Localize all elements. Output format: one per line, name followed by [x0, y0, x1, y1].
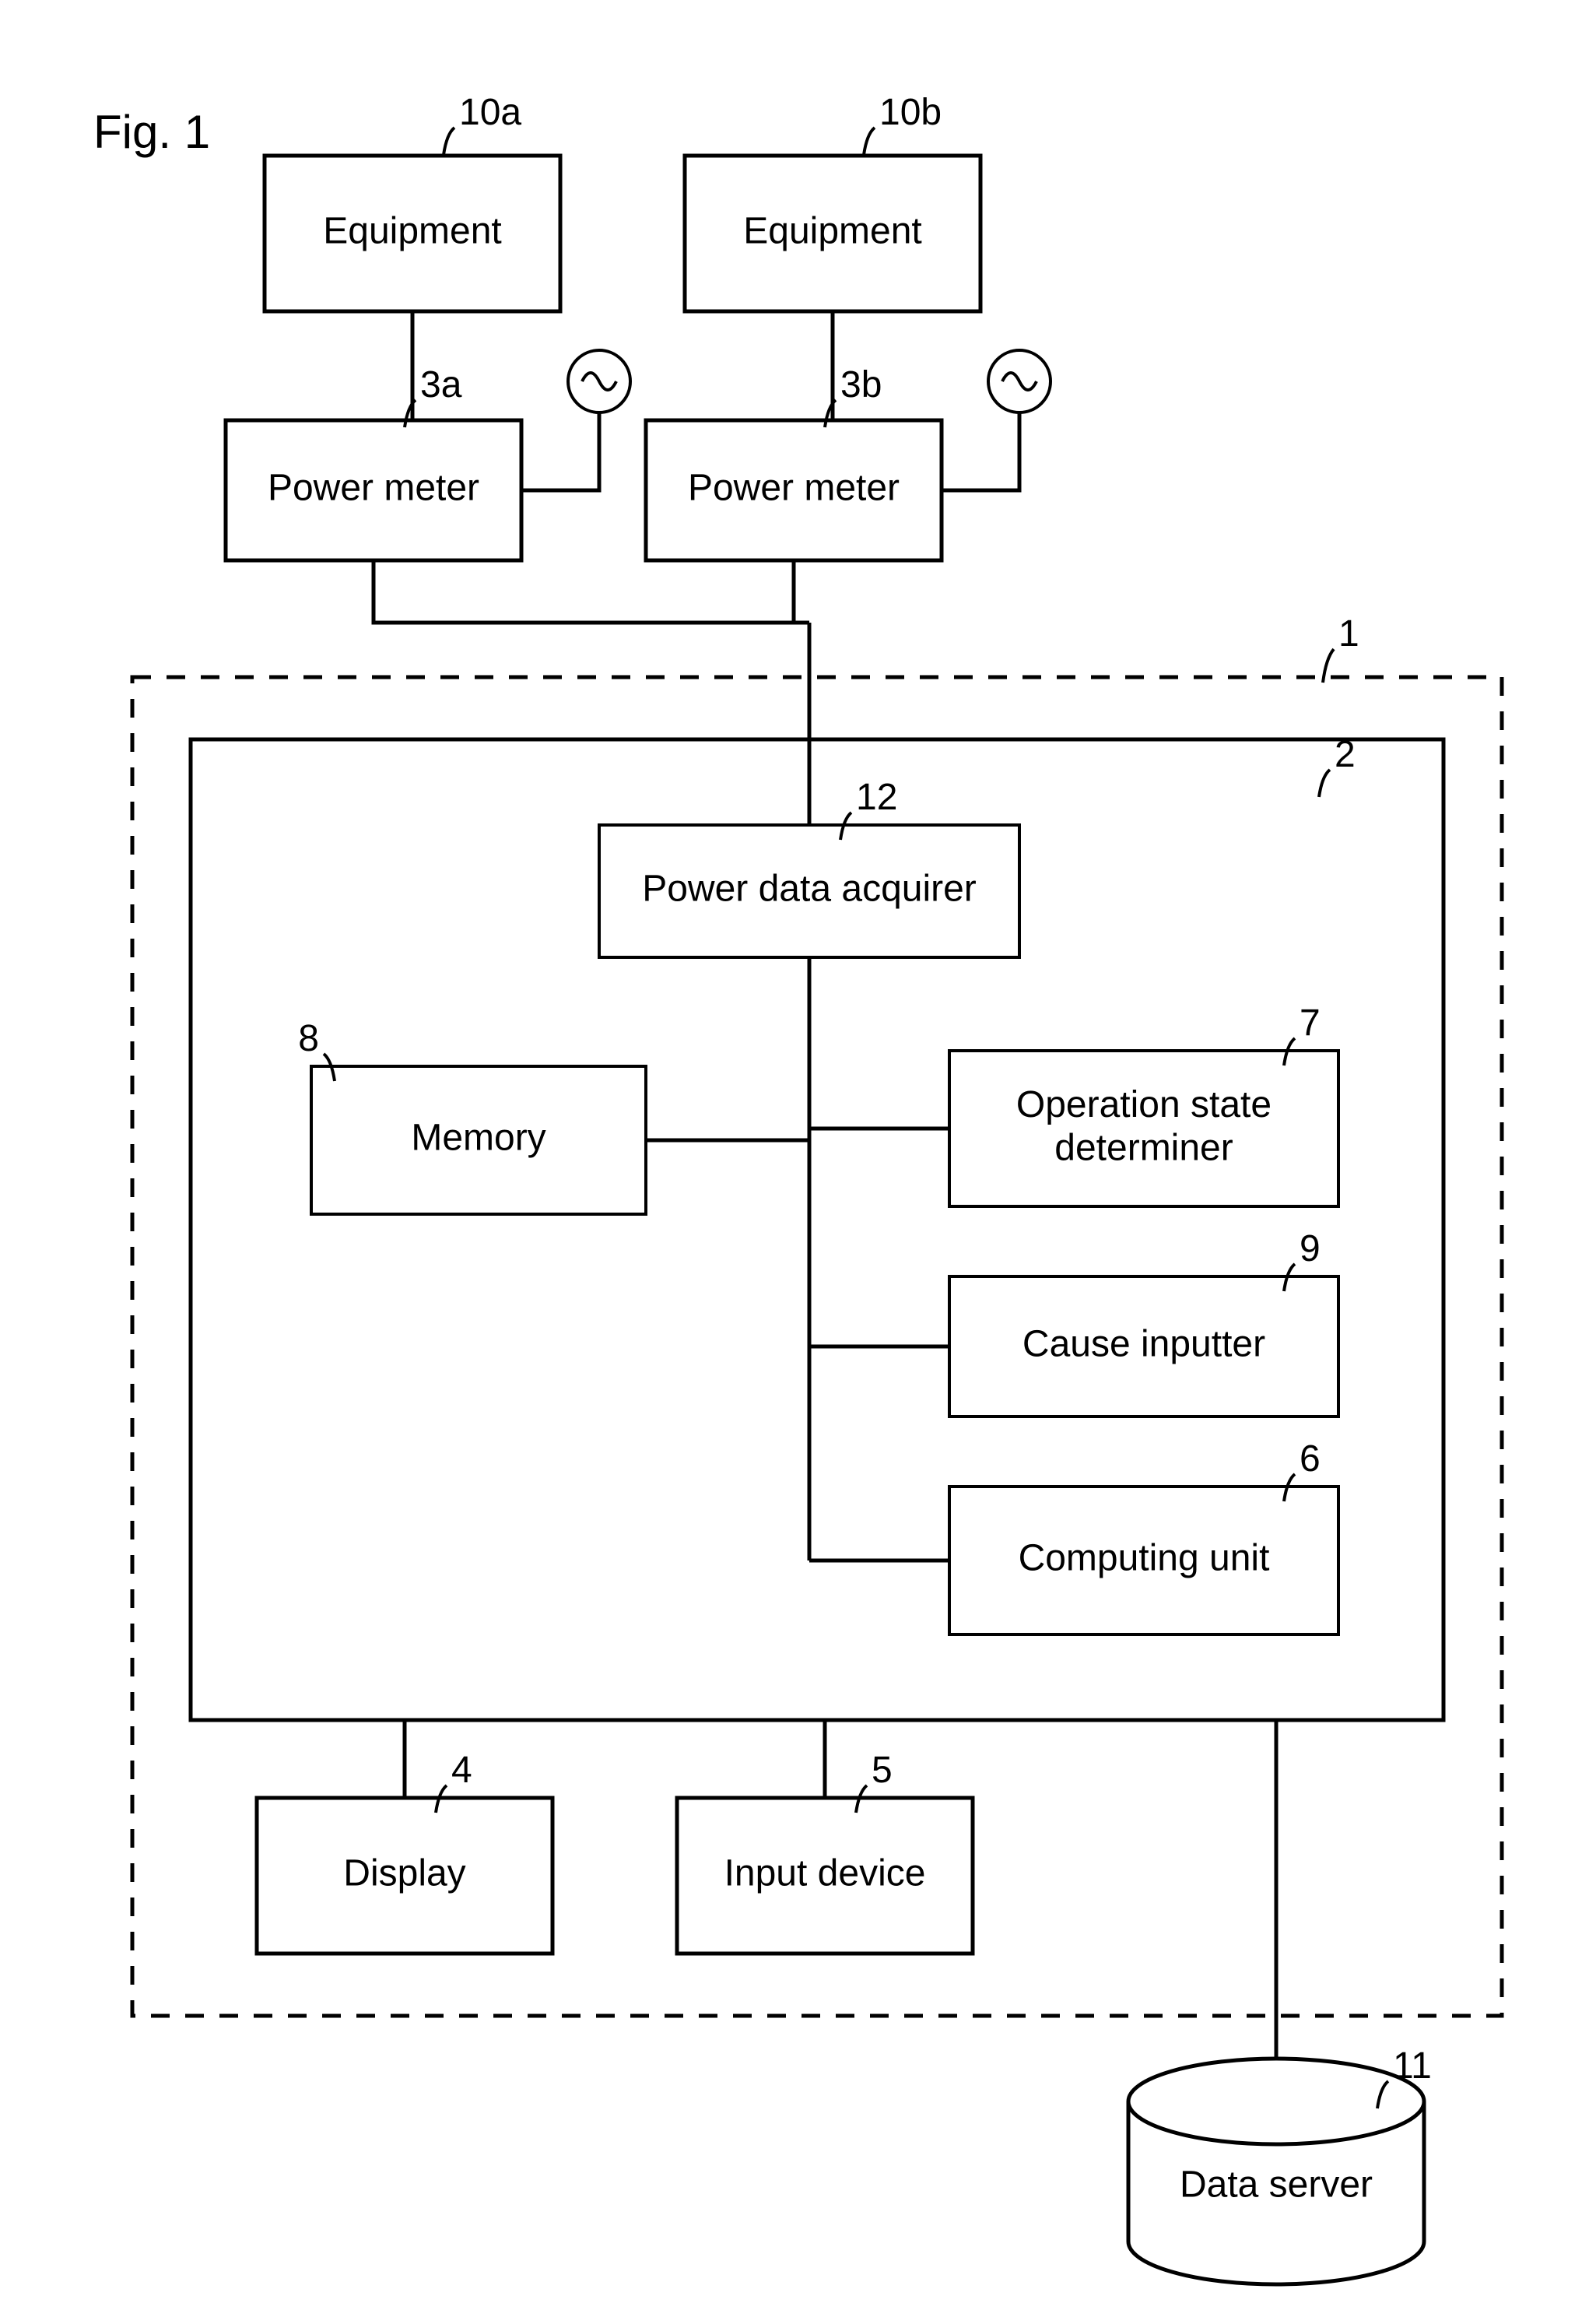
svg-text:determiner: determiner: [1054, 1127, 1233, 1168]
svg-text:Memory: Memory: [411, 1118, 545, 1159]
data-server-label: Data server: [1180, 2164, 1373, 2206]
svg-text:Cause inputter: Cause inputter: [1022, 1324, 1265, 1365]
ref-label-12: 12: [856, 777, 897, 818]
ref-label-9: 9: [1300, 1228, 1321, 1269]
ref-label-5: 5: [872, 1750, 893, 1791]
ref-label-4: 4: [451, 1750, 472, 1791]
svg-text:Operation state: Operation state: [1016, 1084, 1272, 1125]
svg-text:Power data acquirer: Power data acquirer: [642, 869, 977, 910]
ref-label-6: 6: [1300, 1438, 1321, 1480]
ref-label-10b: 10b: [879, 92, 942, 133]
svg-text:Power meter: Power meter: [688, 468, 900, 509]
svg-text:Power meter: Power meter: [268, 468, 479, 509]
svg-text:Computing unit: Computing unit: [1019, 1538, 1270, 1579]
ac-source-icon: [568, 350, 630, 413]
ref-label-10a: 10a: [459, 92, 521, 133]
ref-label-1: 1: [1338, 613, 1359, 655]
svg-text:Equipment: Equipment: [743, 211, 921, 252]
svg-text:Equipment: Equipment: [323, 211, 501, 252]
svg-text:Input device: Input device: [724, 1853, 926, 1894]
ref-label-3b: 3b: [840, 364, 882, 405]
ref-label-2: 2: [1335, 734, 1356, 775]
ac-source-icon: [988, 350, 1051, 413]
ref-label-7: 7: [1300, 1002, 1321, 1044]
svg-text:Display: Display: [343, 1853, 465, 1894]
ref-label-8: 8: [298, 1018, 319, 1059]
ref-label-11: 11: [1393, 2045, 1432, 2087]
figure-label: Fig. 1: [93, 106, 210, 158]
ref-label-3a: 3a: [420, 364, 462, 405]
